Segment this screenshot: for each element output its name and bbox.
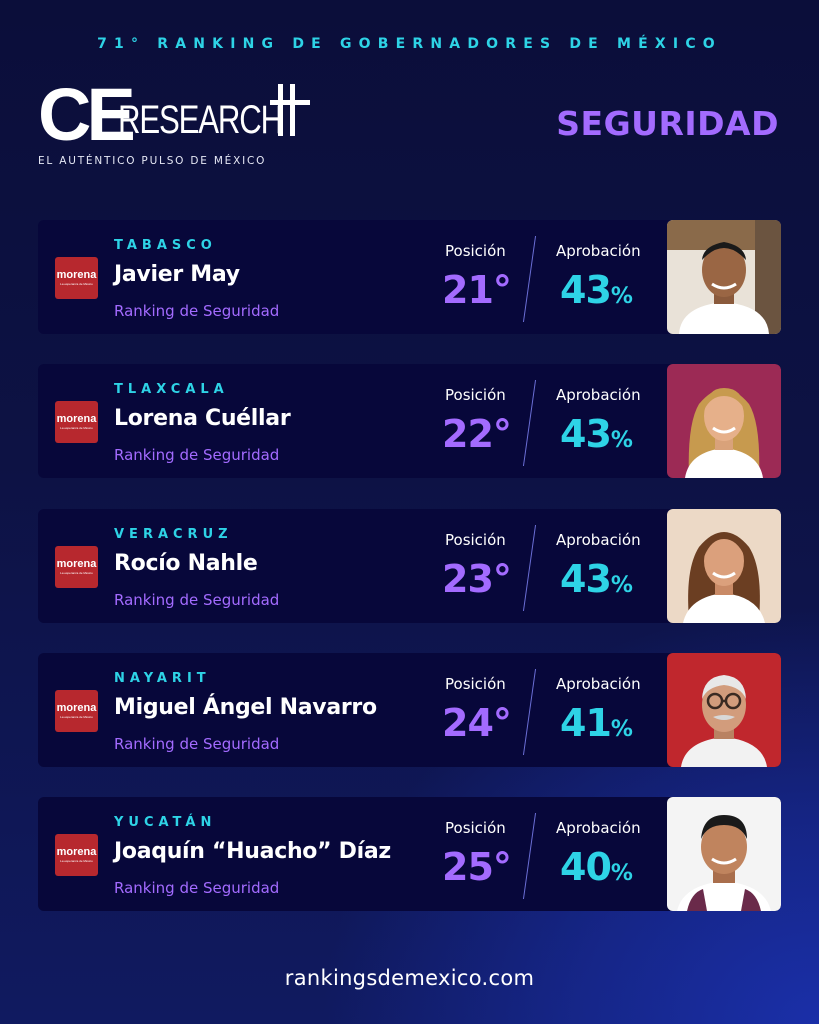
footer-url: rankingsdemexico.com <box>284 966 535 990</box>
governor-card: morena La esperanza de México YUCATÁN Jo… <box>38 797 781 911</box>
divider <box>522 525 537 611</box>
governor-name: Miguel Ángel Navarro <box>114 695 377 720</box>
morena-logo-icon: morena La esperanza de México <box>55 546 98 588</box>
state-name: TLAXCALA <box>114 382 229 397</box>
state-name: NAYARIT <box>114 671 211 686</box>
position-label: Posición <box>445 531 506 549</box>
morena-logo-icon: morena La esperanza de México <box>55 690 98 732</box>
governor-photo <box>667 797 781 911</box>
position-value: 25° <box>442 845 512 889</box>
ranking-subtitle: Ranking de Seguridad <box>114 446 280 464</box>
governor-name: Joaquín “Huacho” Díaz <box>114 839 391 864</box>
logo-research-text: RESEARCH <box>118 98 283 142</box>
divider <box>522 669 537 755</box>
approval-label: Aprobación <box>556 675 641 693</box>
ce-research-logo: CE RESEARCH EL AUTÉNTICO PULSO DE MÉXICO <box>38 73 310 172</box>
ranking-subtitle: Ranking de Seguridad <box>114 879 280 897</box>
position-value: 22° <box>442 412 512 456</box>
ranking-subtitle: Ranking de Seguridad <box>114 591 280 609</box>
logo-ce-text: CE <box>38 73 136 156</box>
approval-value: 40% <box>560 845 633 889</box>
governor-photo <box>667 220 781 334</box>
governor-card: morena La esperanza de México TLAXCALA L… <box>38 364 781 478</box>
state-name: VERACRUZ <box>114 527 233 542</box>
approval-label: Aprobación <box>556 242 641 260</box>
ranking-title: 71° RANKING DE GOBERNADORES DE MÉXICO <box>97 36 722 52</box>
position-label: Posición <box>445 242 506 260</box>
state-name: YUCATÁN <box>114 815 217 830</box>
governor-card: morena La esperanza de México TABASCO Ja… <box>38 220 781 334</box>
governor-photo <box>667 509 781 623</box>
governor-photo <box>667 364 781 478</box>
approval-value: 43% <box>560 268 633 312</box>
approval-label: Aprobación <box>556 531 641 549</box>
position-label: Posición <box>445 675 506 693</box>
approval-label: Aprobación <box>556 819 641 837</box>
divider <box>522 380 537 466</box>
position-label: Posición <box>445 819 506 837</box>
governor-name: Javier May <box>114 262 240 287</box>
logo-plus-icon <box>270 84 312 136</box>
morena-logo-icon: morena La esperanza de México <box>55 257 98 299</box>
logo-tagline: EL AUTÉNTICO PULSO DE MÉXICO <box>38 155 267 167</box>
position-label: Posición <box>445 386 506 404</box>
divider <box>522 813 537 899</box>
approval-value: 43% <box>560 412 633 456</box>
governor-card: morena La esperanza de México NAYARIT Mi… <box>38 653 781 767</box>
ranking-subtitle: Ranking de Seguridad <box>114 302 280 320</box>
approval-value: 43% <box>560 557 633 601</box>
governor-name: Rocío Nahle <box>114 551 258 576</box>
morena-logo-icon: morena La esperanza de México <box>55 401 98 443</box>
position-value: 21° <box>442 268 512 312</box>
state-name: TABASCO <box>114 238 217 253</box>
divider <box>522 236 537 322</box>
morena-logo-icon: morena La esperanza de México <box>55 834 98 876</box>
governor-card: morena La esperanza de México VERACRUZ R… <box>38 509 781 623</box>
category-title: SEGURIDAD <box>556 104 779 143</box>
governor-photo <box>667 653 781 767</box>
position-value: 23° <box>442 557 512 601</box>
approval-label: Aprobación <box>556 386 641 404</box>
governor-name: Lorena Cuéllar <box>114 406 291 431</box>
approval-value: 41% <box>560 701 633 745</box>
position-value: 24° <box>442 701 512 745</box>
ranking-subtitle: Ranking de Seguridad <box>114 735 280 753</box>
